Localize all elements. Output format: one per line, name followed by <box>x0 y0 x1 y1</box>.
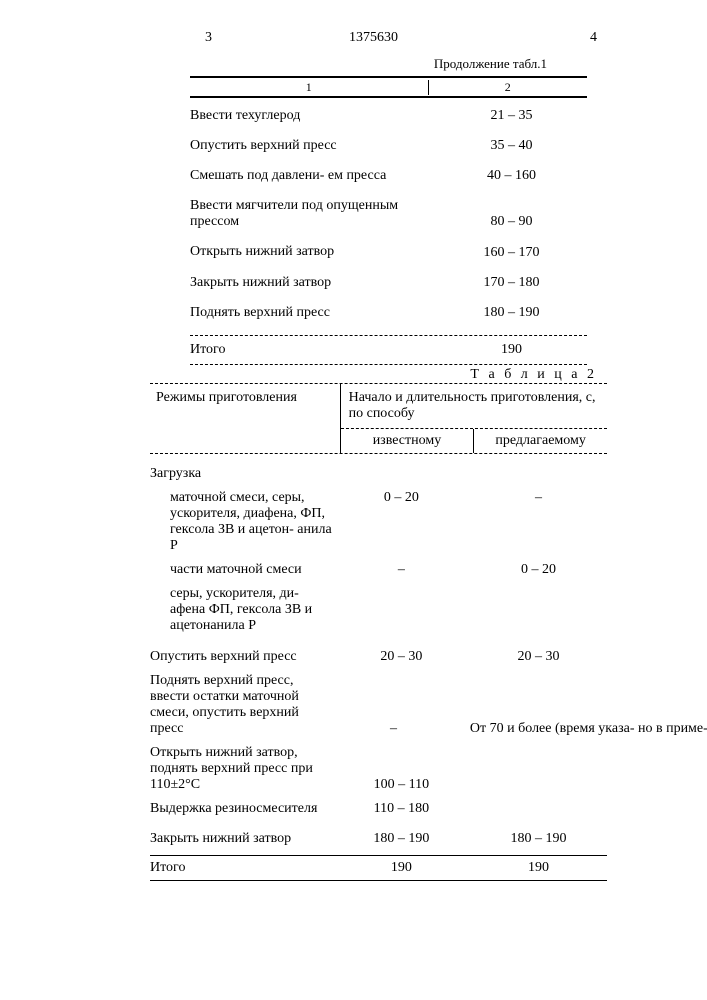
table2-caption: Т а б л и ц а 2 <box>120 367 627 383</box>
table2-col23-header: Начало и длительность приготовления, с, … <box>341 384 607 428</box>
t2-label: Опустить верхний пресс <box>150 649 333 665</box>
t2-v2: От 70 и более (время указа- но в приме- … <box>460 721 607 737</box>
t1-value: 160 – 170 <box>436 245 587 261</box>
page-number-right: 4 <box>590 30 597 46</box>
t1-total-value: 190 <box>436 342 587 358</box>
t2-label: Выдержка резиносмесителя <box>150 801 333 817</box>
page: { "header": { "page_left": "3", "doc_num… <box>0 0 707 1000</box>
t2-v2: 180 – 190 <box>470 831 607 847</box>
t1-total-label: Итого <box>190 342 436 358</box>
document-number: 1375630 <box>349 30 398 46</box>
t1-label: Опустить верхний пресс <box>190 138 436 154</box>
table2-col1-header: Режимы приготовления <box>150 384 341 453</box>
t2-label: Открыть нижний затвор, поднять верхний п… <box>150 745 333 793</box>
t1-value: 80 – 90 <box>436 214 587 230</box>
table1-body: Ввести техуглерод21 – 35 Опустить верхни… <box>190 108 587 321</box>
page-number-left: 3 <box>205 30 212 46</box>
t1-value: 170 – 180 <box>436 275 587 291</box>
table2-col2-header: известному <box>341 429 475 453</box>
t2-total-v1: 190 <box>333 860 470 876</box>
t2-v2: 20 – 30 <box>470 649 607 665</box>
t1-value: 40 – 160 <box>436 168 587 184</box>
t2-v1: – <box>327 721 460 737</box>
t2-label: маточной смеси, серы, ускорителя, диафен… <box>150 490 333 554</box>
table2: Режимы приготовления Начало и длительнос… <box>150 383 607 882</box>
table2-col3-header: предлагаемому <box>474 429 607 453</box>
t2-v1: 180 – 190 <box>333 831 470 847</box>
table2-header: Режимы приготовления Начало и длительнос… <box>150 384 607 453</box>
t2-v1: 110 – 180 <box>333 801 470 817</box>
table1-col2-header: 2 <box>429 80 587 95</box>
t1-value: 21 – 35 <box>436 108 587 124</box>
table1-footer: Итого 190 <box>190 335 587 365</box>
t2-total-label: Итого <box>150 860 333 876</box>
t2-label: части маточной смеси <box>150 562 333 578</box>
t1-label: Смешать под давлени- ем пресса <box>190 168 436 184</box>
table2-section: Загрузка <box>150 466 607 482</box>
t2-label: Закрыть нижний затвор <box>150 831 333 847</box>
table1-caption: Продолжение табл.1 <box>120 56 627 72</box>
table1-header: 1 2 <box>190 76 587 98</box>
t2-label: серы, ускорителя, ди- афена ФП, гексола … <box>150 586 333 634</box>
top-page-numbers: 3 1375630 4 <box>120 30 627 50</box>
t2-v2: 0 – 20 <box>470 562 607 578</box>
t1-value: 180 – 190 <box>436 305 587 321</box>
table2-body: маточной смеси, серы, ускорителя, диафен… <box>150 490 607 848</box>
t2-v1: 100 – 110 <box>333 777 470 793</box>
t1-label: Открыть нижний затвор <box>190 244 436 260</box>
t2-label: Поднять верхний пресс, ввести остатки ма… <box>150 673 327 737</box>
t1-value: 35 – 40 <box>436 138 587 154</box>
t1-label: Ввести техуглерод <box>190 108 436 124</box>
t2-v1: 0 – 20 <box>333 490 470 506</box>
table1-col1-header: 1 <box>190 80 429 95</box>
t2-total-v2: 190 <box>470 860 607 876</box>
t1-label: Ввести мягчители под опущенным прессом <box>190 198 436 230</box>
t2-v1: – <box>333 562 470 578</box>
t2-v2: – <box>470 490 607 506</box>
t2-v1: 20 – 30 <box>333 649 470 665</box>
t1-label: Поднять верхний пресс <box>190 305 436 321</box>
t1-label: Закрыть нижний затвор <box>190 275 436 291</box>
